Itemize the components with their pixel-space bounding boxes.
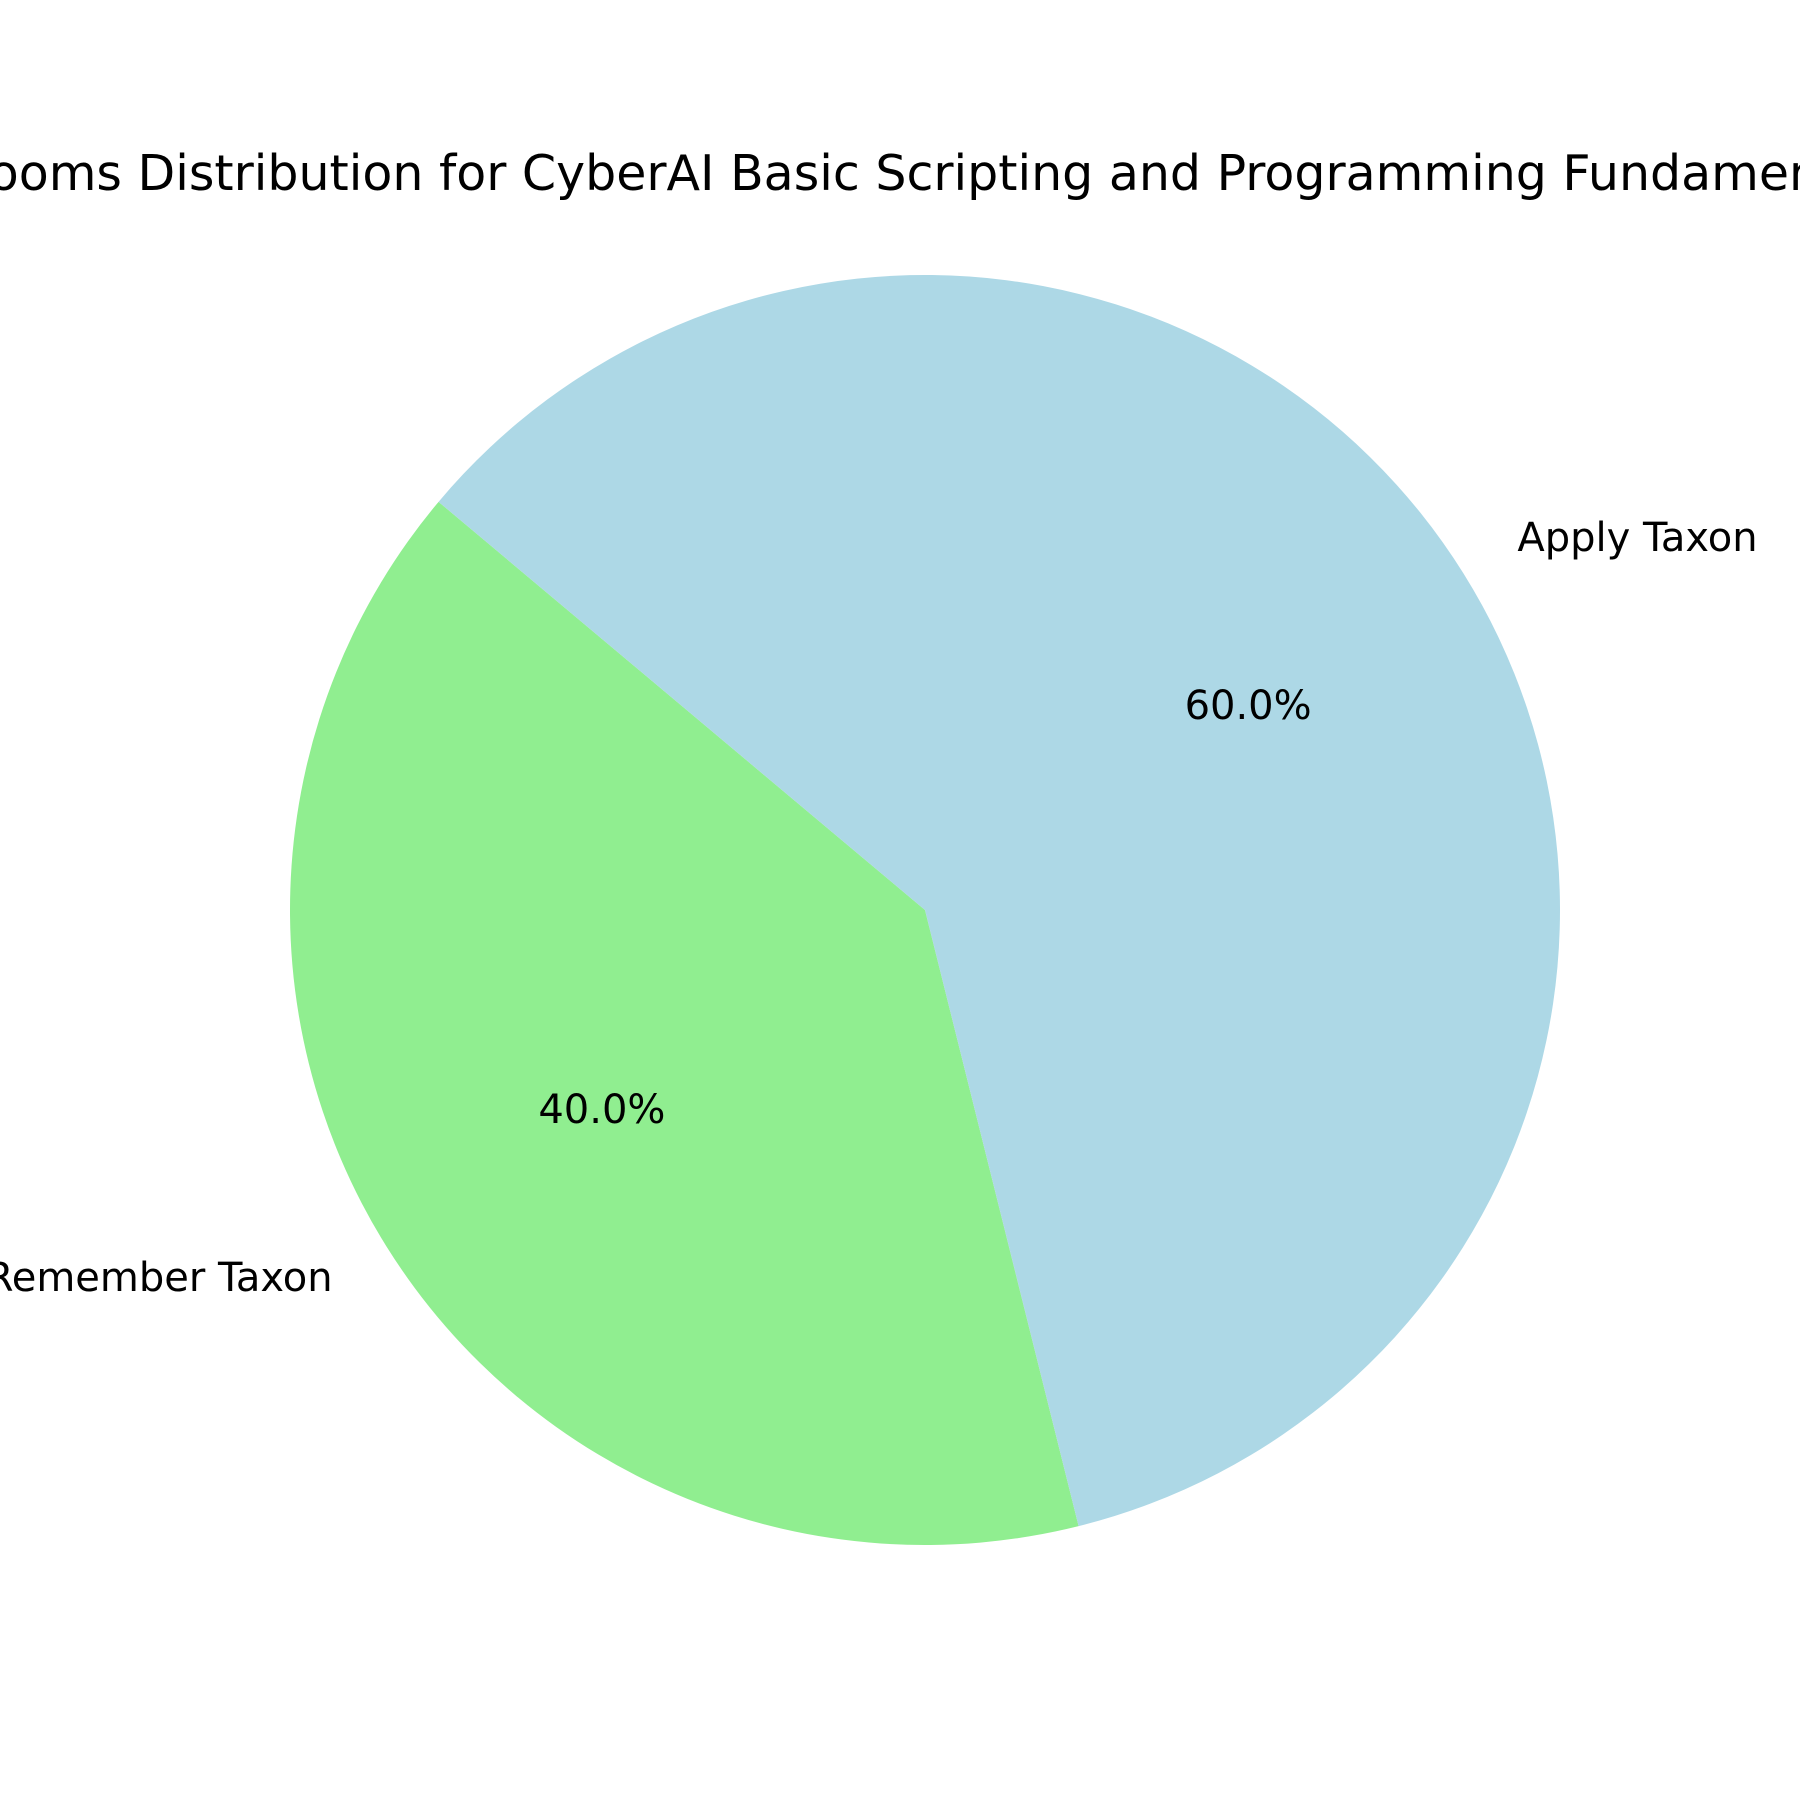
slice-label-apply-taxon: Apply Taxon bbox=[1517, 515, 1757, 561]
chart-title: Blooms Distribution for CyberAI Basic Sc… bbox=[0, 145, 1800, 202]
slice-label-remember-taxon: Remember Taxon bbox=[0, 1255, 333, 1301]
pie-labels: Remember Taxon 40.0% Apply Taxon 60.0% bbox=[0, 515, 1758, 1301]
pie-slices bbox=[289, 274, 1560, 1546]
slice-percent-remember-taxon: 40.0% bbox=[538, 1087, 665, 1133]
pie-slice-apply-taxon bbox=[438, 274, 1560, 1527]
slice-percent-apply-taxon: 60.0% bbox=[1185, 683, 1312, 729]
pie-slice-remember-taxon bbox=[289, 501, 1079, 1546]
